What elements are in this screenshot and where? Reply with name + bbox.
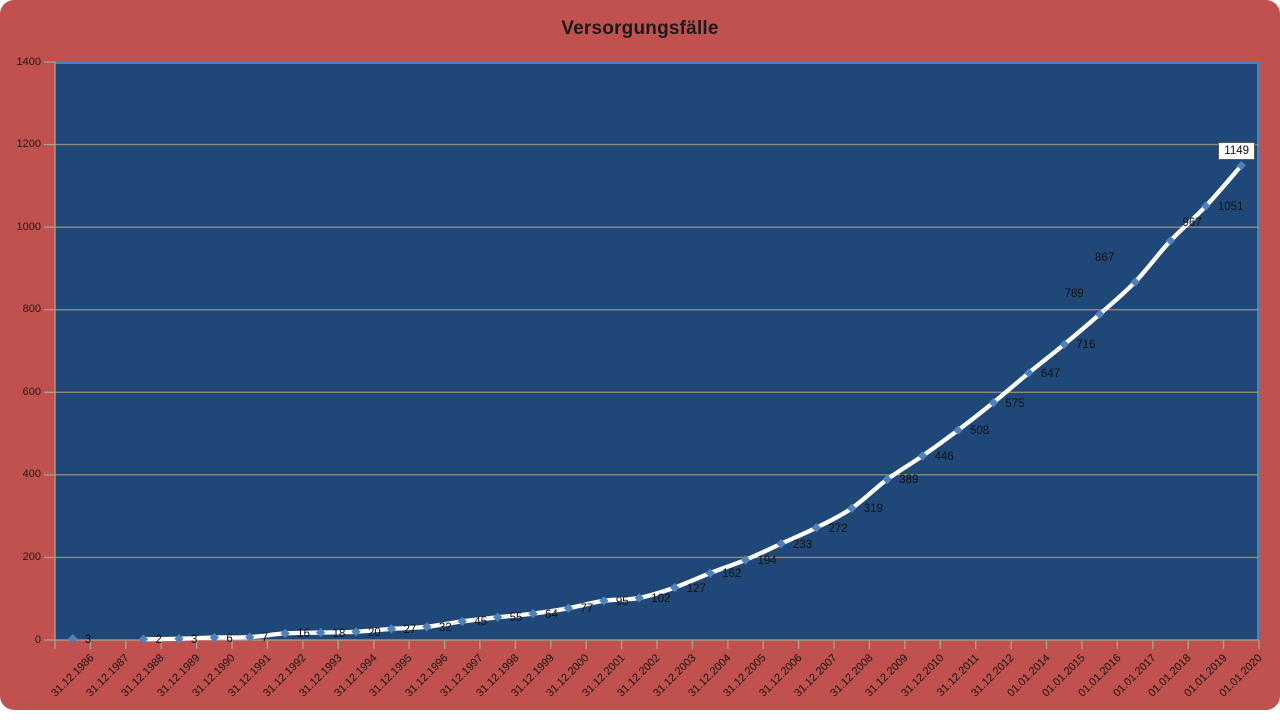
data-label: 45 (474, 616, 488, 629)
data-label: 575 (1005, 397, 1025, 410)
data-label: 55 (509, 612, 523, 625)
data-label: 6 (226, 632, 233, 645)
data-label: 867 (1095, 252, 1115, 265)
data-point-marker (528, 608, 538, 619)
data-label-boxed: 1149 (1218, 142, 1256, 161)
data-point-marker (386, 624, 397, 634)
data-label: 16 (297, 628, 310, 641)
data-point-marker (1094, 309, 1105, 319)
data-label: 7 (261, 632, 269, 645)
data-label: 789 (1064, 288, 1084, 301)
data-label: 508 (970, 425, 990, 438)
y-tick-label: 0 (34, 633, 41, 646)
data-point-marker (811, 523, 822, 533)
data-point-marker (1059, 339, 1069, 350)
data-label: 319 (863, 503, 883, 516)
data-point-marker (68, 634, 78, 644)
chart-title: Versorgungsfälle (561, 18, 719, 39)
data-label: 95 (615, 595, 629, 608)
y-tick-label: 800 (22, 303, 41, 316)
data-label: 233 (792, 538, 813, 551)
data-point-marker (138, 634, 149, 644)
data-point-marker (280, 628, 290, 639)
data-label: 162 (722, 568, 742, 581)
y-tick-label: 1400 (16, 55, 41, 68)
y-tick-label: 1200 (16, 138, 41, 151)
data-point-marker (1130, 277, 1140, 287)
data-point-marker (634, 593, 644, 603)
data-label: 20 (368, 626, 381, 639)
data-label: 389 (899, 474, 919, 487)
data-point-marker (492, 612, 503, 622)
data-point-marker (1236, 160, 1246, 171)
data-label: 967 (1182, 216, 1202, 229)
y-tick-label: 600 (22, 385, 41, 398)
data-point-marker (563, 603, 574, 613)
data-label: 446 (934, 450, 954, 463)
data-point-marker (917, 451, 928, 461)
data-point-marker (351, 627, 361, 637)
data-point-marker (1165, 236, 1176, 246)
data-point-marker (1201, 201, 1211, 211)
data-point-marker (422, 622, 432, 632)
data-label: 127 (686, 582, 706, 595)
data-point-marker (599, 596, 609, 606)
data-point-marker (209, 632, 220, 643)
y-tick-label: 400 (22, 468, 41, 481)
data-label: 2 (155, 634, 162, 647)
data-label: 3 (84, 633, 92, 646)
data-label: 647 (1040, 367, 1060, 380)
data-label: 77 (580, 603, 594, 616)
data-label: 194 (757, 554, 777, 567)
data-point-marker (174, 634, 184, 644)
data-label: 102 (651, 592, 671, 605)
data-label: 716 (1076, 339, 1096, 352)
series-line (141, 163, 1244, 642)
data-label: 1051 (1217, 201, 1244, 214)
data-point-marker (457, 616, 467, 627)
data-point-marker (1024, 368, 1034, 378)
data-point-marker (245, 632, 255, 642)
data-label: 3 (190, 633, 198, 646)
y-tick-label: 1000 (16, 220, 41, 233)
data-point-marker (882, 474, 892, 485)
data-label: 18 (332, 627, 346, 640)
data-point-marker (315, 627, 326, 638)
data-label: 272 (828, 522, 848, 535)
y-tick-label: 200 (22, 550, 41, 563)
data-label: 32 (438, 621, 452, 634)
data-label: 64 (545, 608, 558, 621)
data-label: 27 (403, 623, 417, 636)
